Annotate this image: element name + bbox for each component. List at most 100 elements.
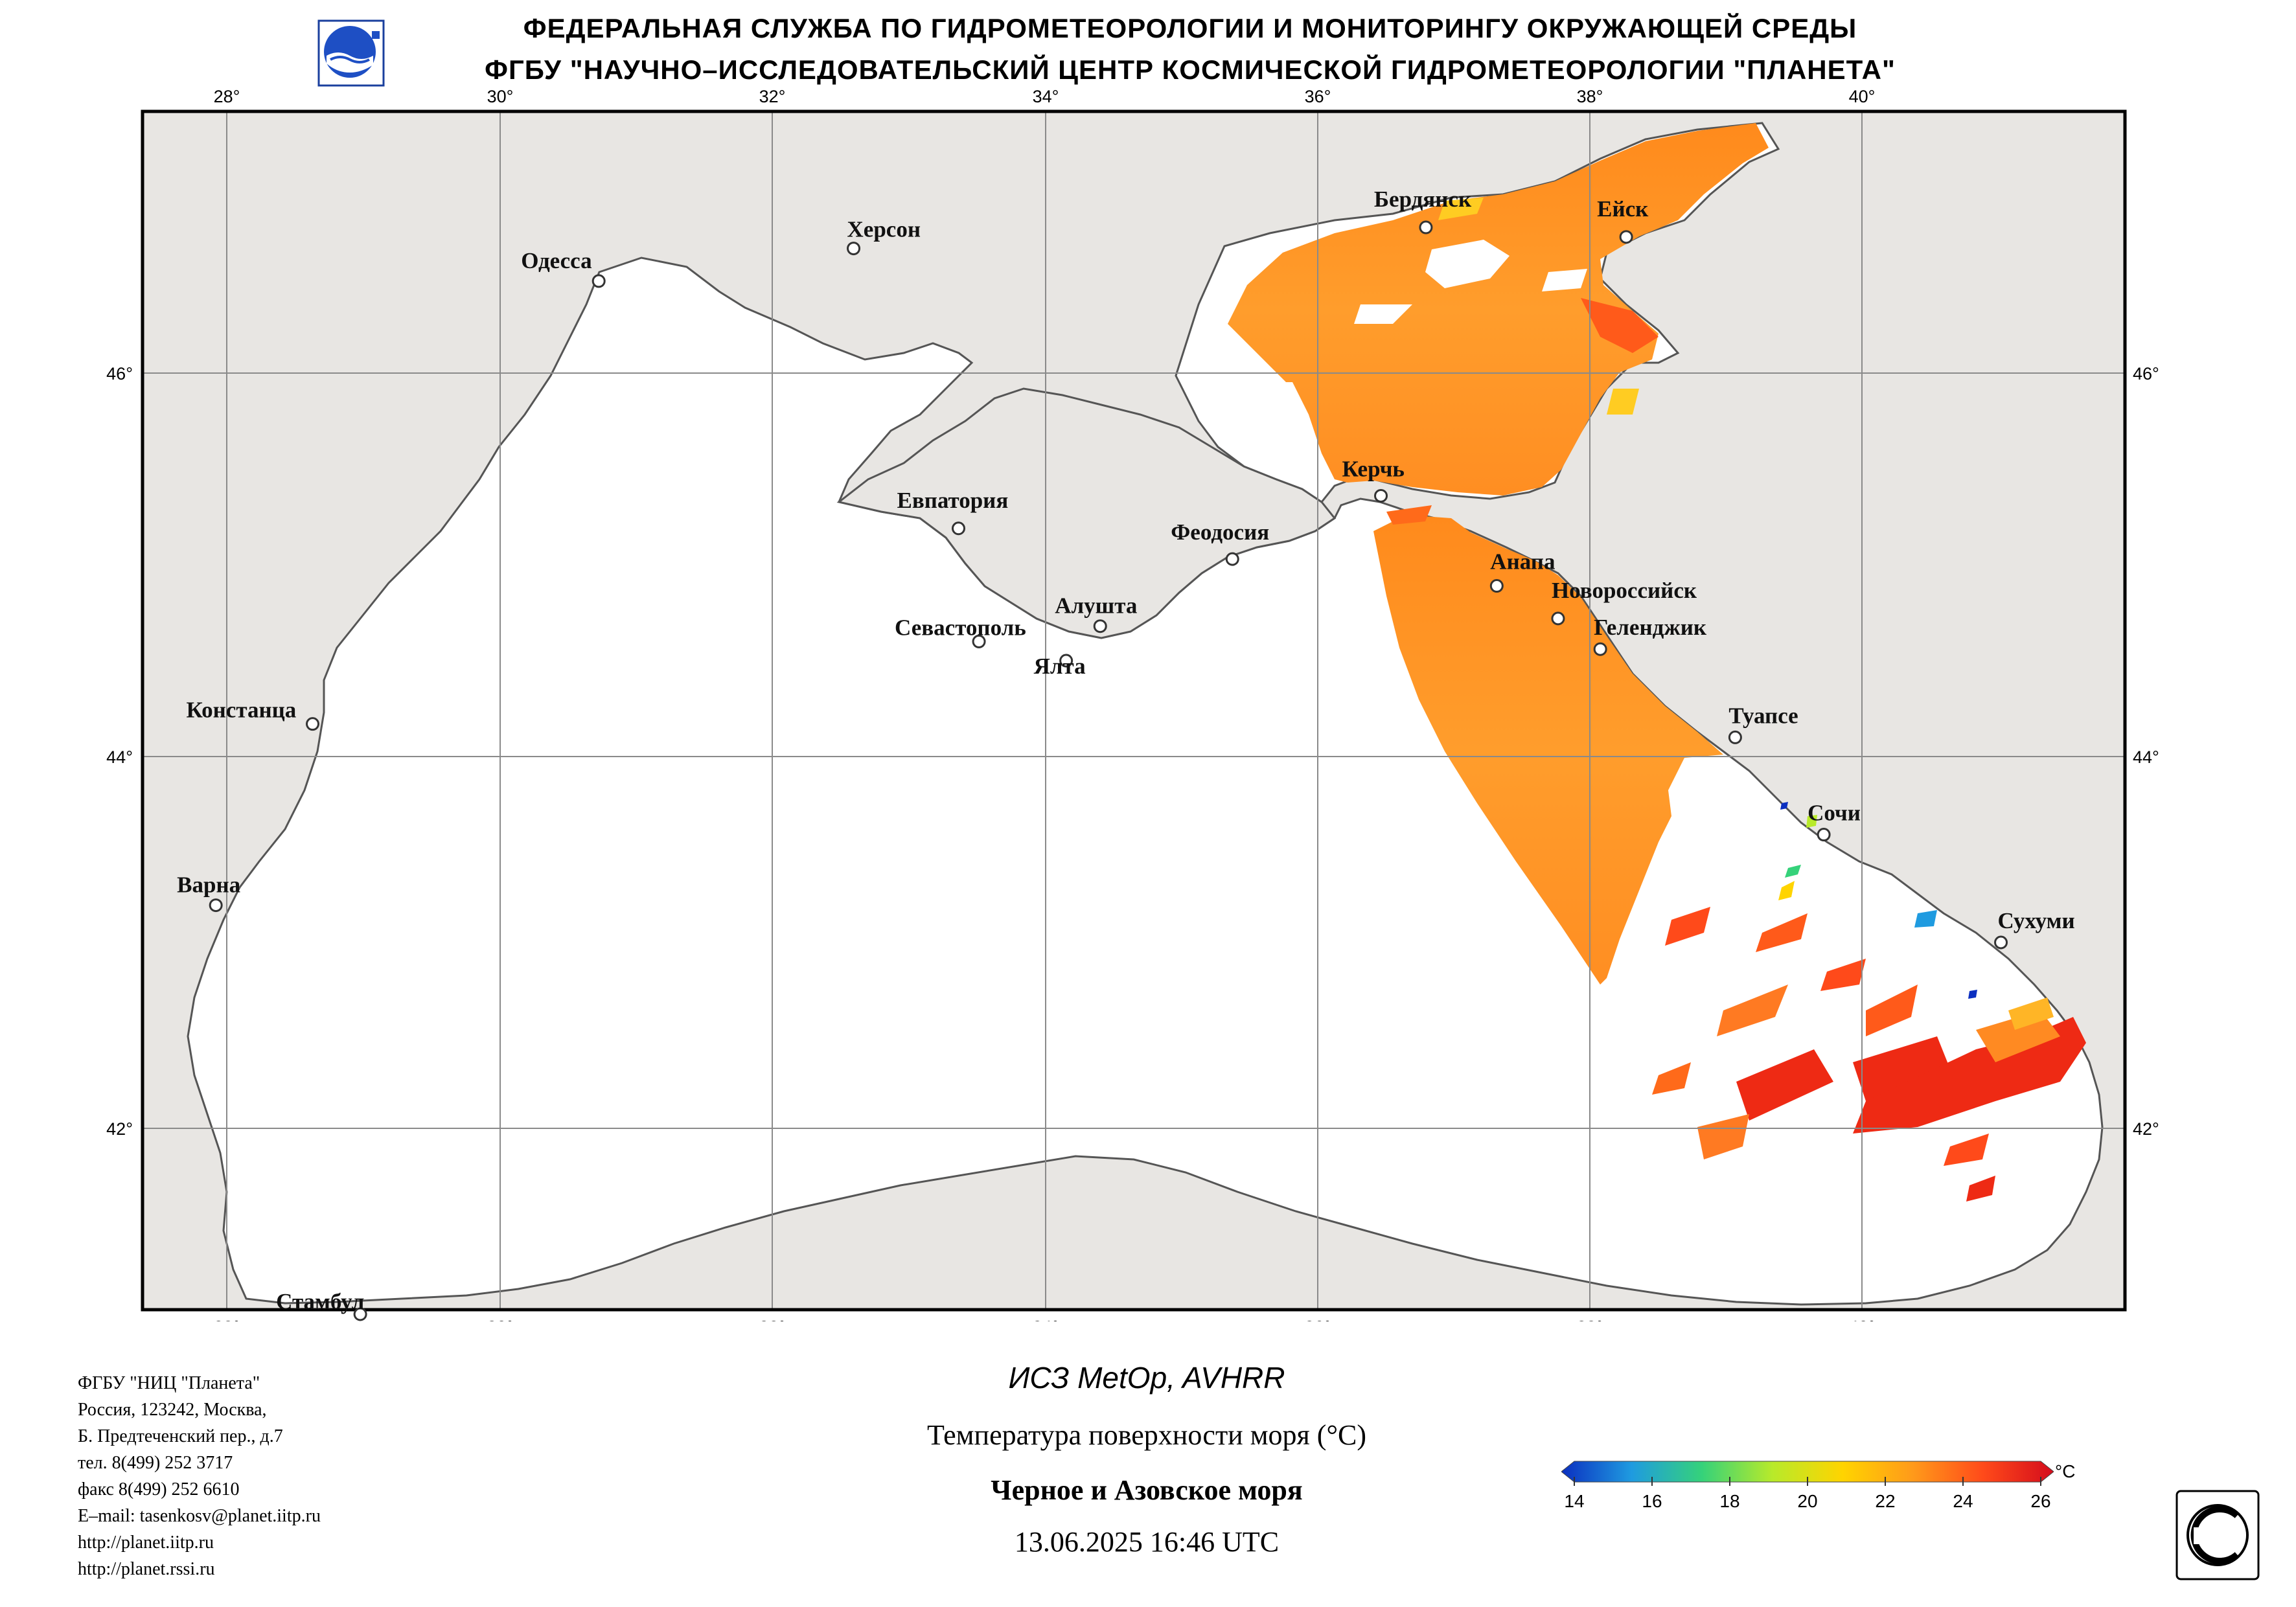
- city-marker: [1093, 619, 1107, 633]
- colorbar-unit: °C: [2055, 1461, 2076, 1481]
- city-marker: [1817, 828, 1831, 842]
- city-marker: [353, 1307, 367, 1321]
- contact-line: ФГБУ "НИЦ "Планета": [78, 1373, 260, 1393]
- sst-warm-area: [1438, 198, 1484, 220]
- cloud-gap: [1354, 304, 1412, 324]
- city-marker: [1419, 220, 1433, 234]
- lon-tick-top: 30°: [487, 87, 514, 106]
- city-marker: [1619, 230, 1633, 244]
- city-label: Алушта: [1055, 593, 1137, 619]
- colorbar-labels: 14 16 18 20 22 24 26: [1561, 1491, 2054, 1517]
- contact-line: http://planet.iitp.ru: [78, 1533, 214, 1553]
- lat-tick-left: 44°: [106, 747, 133, 767]
- region-label: Черное и Азовское моря: [991, 1474, 1303, 1506]
- satellite-label: ИСЗ MetOp, AVHRR: [1008, 1361, 1285, 1395]
- city-label: Севастополь: [895, 615, 1026, 640]
- header-line-1: ФЕДЕРАЛЬНАЯ СЛУЖБА ПО ГИДРОМЕТЕОРОЛОГИИ …: [523, 13, 1857, 43]
- city-label: Констанца: [187, 698, 297, 723]
- sst-map: 28° 30° 32° 34° 36° 38° 40° 28° 30° 32° …: [106, 87, 2159, 1321]
- city-label: Варна: [177, 872, 240, 898]
- city-marker: [591, 274, 606, 288]
- contact-line: http://planet.rssi.ru: [78, 1559, 215, 1579]
- lon-tick-bottom: 34°: [1033, 1317, 1059, 1321]
- city-marker: [1994, 935, 2008, 950]
- cloud-gap: [1425, 240, 1510, 288]
- city-label: Туапсе: [1728, 703, 1798, 728]
- city-label: Геленджик: [1594, 615, 1707, 640]
- sst-warm-area: [1581, 298, 1659, 353]
- city-label: Ялта: [1034, 654, 1086, 679]
- roshydromet-logo-icon: [317, 19, 385, 87]
- lat-tick-right: 46°: [2133, 364, 2159, 383]
- city-label: Сочи: [1808, 801, 1861, 826]
- sst-warm-area: [1607, 389, 1639, 415]
- lat-tick-left: 42°: [106, 1119, 133, 1139]
- crimea-peninsula: [836, 387, 1337, 639]
- map-frame: [141, 109, 2127, 1312]
- lon-tick-bottom: 32°: [759, 1317, 786, 1321]
- lon-tick-top: 36°: [1305, 87, 1331, 106]
- city-label: Керчь: [1342, 456, 1405, 481]
- city-label: Евпатория: [897, 488, 1008, 513]
- lon-tick-top: 40°: [1849, 87, 1876, 106]
- city-marker: [306, 717, 320, 731]
- datetime-label: 13.06.2025 16:46 UTC: [1014, 1526, 1280, 1558]
- city-marker: [1374, 488, 1388, 503]
- sst-data-azov: [1228, 123, 1769, 496]
- colorbar-label: 20: [1797, 1491, 1818, 1511]
- lat-tick-right: 44°: [2133, 747, 2159, 767]
- colorbar-label: 18: [1719, 1491, 1740, 1511]
- lon-tick-top: 28°: [214, 87, 240, 106]
- lat-tick-right: 42°: [2133, 1119, 2159, 1139]
- colorbar-label: 22: [1875, 1491, 1896, 1511]
- city-marker: [847, 242, 861, 256]
- parameter-label: Температура поверхности моря (°C): [926, 1419, 1367, 1451]
- organization-contacts: ФГБУ "НИЦ "Планета" Россия, 123242, Моск…: [78, 1370, 321, 1582]
- sst-warm-area: [1386, 505, 1432, 525]
- contact-line: Б. Предтеченский пер., д.7: [78, 1426, 283, 1446]
- lon-tick-top: 38°: [1577, 87, 1603, 106]
- city-label: Анапа: [1490, 549, 1555, 575]
- city-label: Бердянск: [1374, 187, 1472, 212]
- header-line-2: ФГБУ "НАУЧНО–ИССЛЕДОВАТЕЛЬСКИЙ ЦЕНТР КОС…: [485, 54, 1896, 85]
- city-marker: [209, 898, 223, 913]
- city-label: Ейск: [1597, 196, 1649, 222]
- colorbar: [1561, 1461, 2054, 1486]
- city-label: Новороссийск: [1552, 578, 1697, 603]
- city-marker: [951, 521, 965, 536]
- city-marker: [1593, 642, 1607, 656]
- contact-line: тел. 8(499) 252 3717: [78, 1453, 233, 1473]
- lon-tick-top: 32°: [759, 87, 786, 106]
- iso-certification-icon: [2175, 1490, 2260, 1580]
- city-marker: [972, 634, 986, 648]
- city-marker: [1551, 611, 1565, 626]
- lon-tick-bottom: 36°: [1305, 1317, 1331, 1321]
- colorbar-label: 24: [1953, 1491, 1973, 1511]
- city-label: Феодосия: [1171, 519, 1269, 545]
- lon-tick-bottom: 30°: [487, 1317, 514, 1321]
- city-marker: [1728, 730, 1742, 744]
- contact-line: Россия, 123242, Москва,: [78, 1400, 267, 1420]
- city-label: Херсон: [847, 217, 921, 242]
- sst-scattered-patches: [1652, 802, 2086, 1202]
- city-marker: [1489, 579, 1504, 593]
- city-marker: [1225, 552, 1239, 566]
- city-label: Одесса: [521, 248, 591, 273]
- colorbar-label: 16: [1642, 1491, 1662, 1511]
- cloud-gap: [1542, 269, 1587, 291]
- lon-tick-bottom: 28°: [214, 1317, 240, 1321]
- lat-tick-left: 46°: [106, 364, 133, 383]
- contact-line: факс 8(499) 252 6610: [78, 1479, 240, 1499]
- graticule: [143, 111, 2125, 1310]
- contact-line: E–mail: tasenkosv@planet.iitp.ru: [78, 1506, 321, 1526]
- city-label: Сухуми: [1998, 908, 2075, 933]
- colorbar-label: 26: [2030, 1491, 2051, 1511]
- lon-tick-top: 34°: [1033, 87, 1059, 106]
- colorbar-label: 14: [1564, 1491, 1585, 1511]
- city-marker: [1059, 654, 1073, 668]
- city-layer: Одесса Херсон Бердянск Ейск Керчь Евпатория Фе…: [177, 187, 2075, 1321]
- city-label: Стамбул: [276, 1289, 364, 1314]
- lon-tick-bottom: 40°: [1849, 1317, 1876, 1321]
- sst-data-swath: [1373, 515, 1723, 985]
- lon-tick-bottom: 38°: [1577, 1317, 1603, 1321]
